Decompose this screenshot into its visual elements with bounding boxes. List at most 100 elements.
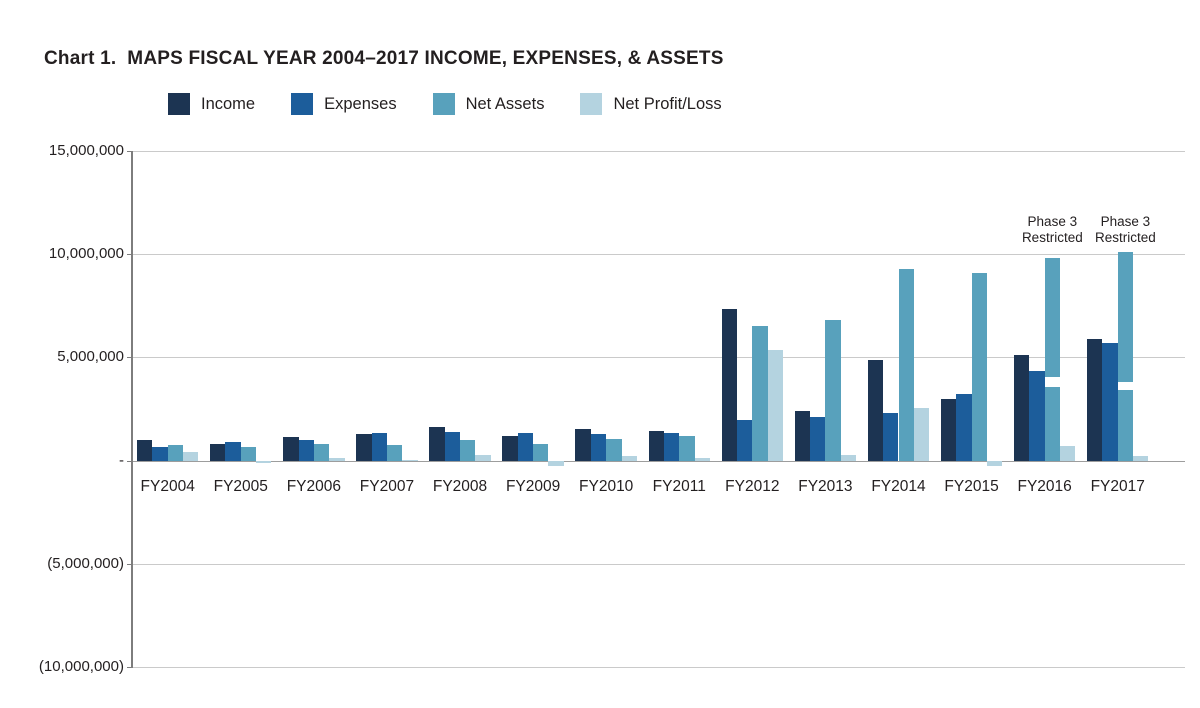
bar-income-fy2005 <box>210 443 226 461</box>
legend-item-income: Income <box>168 93 255 115</box>
y-axis-label: 10,000,000 <box>48 245 124 263</box>
y-axis-label: 15,000,000 <box>48 142 124 159</box>
x-axis-label: FY2017 <box>1090 478 1145 495</box>
x-axis-label: FY2008 <box>432 478 488 495</box>
legend-label-net-profit-loss: Net Profit/Loss <box>613 94 722 113</box>
bar-expenses-fy2015 <box>956 393 972 461</box>
bar-net-profit-loss-fy2005 <box>256 460 272 463</box>
bar-income-fy2016 <box>1013 355 1030 461</box>
bar-net-assets-fy2004 <box>167 445 184 461</box>
bar-income-fy2012 <box>721 308 737 461</box>
income-swatch <box>168 93 190 115</box>
bar-net-profit-loss-fy2011 <box>694 457 710 461</box>
bar-income-fy2010 <box>575 428 591 461</box>
y-axis-tick <box>127 460 133 462</box>
y-axis-tick <box>127 151 133 152</box>
y-axis-tick <box>127 357 133 359</box>
restricted-divider-fy2016 <box>1044 377 1060 388</box>
y-axis-label: - <box>119 451 124 469</box>
bar-net-assets-fy2013 <box>825 320 841 461</box>
restricted-divider-fy2017 <box>1117 382 1134 391</box>
bar-net-profit-loss-fy2006 <box>329 457 345 461</box>
bar-expenses-fy2010 <box>590 433 607 461</box>
x-axis-label: FY2016 <box>1017 478 1072 495</box>
y-axis-tick <box>127 667 133 668</box>
bar-expenses-fy2016 <box>1029 370 1045 461</box>
net-assets-swatch <box>432 93 455 115</box>
bar-income-fy2013 <box>794 411 811 461</box>
bar-net-profit-loss-fy2007 <box>402 459 418 461</box>
legend: Income Expenses Net Assets Net Profit/Lo… <box>168 93 722 115</box>
chart-title: Chart 1. MAPS FISCAL YEAR 2004–2017 INCO… <box>44 48 724 69</box>
bar-net-profit-loss-fy2015 <box>986 460 1003 467</box>
bar-net-profit-loss-fy2016 <box>1060 446 1076 461</box>
gridline <box>133 357 1185 359</box>
x-axis-label: FY2013 <box>798 478 853 495</box>
bar-net-profit-loss-fy2004 <box>183 452 199 461</box>
bar-expenses-fy2004 <box>152 447 168 461</box>
plot-area: 15,000,000 10,000,000 5,000,000 - (5,000,000… <box>39 142 1185 675</box>
net-profit-loss-swatch <box>580 93 603 115</box>
bar-net-assets-fy2015 <box>971 272 987 461</box>
expenses-swatch <box>291 93 314 115</box>
bar-net-profit-loss-fy2008 <box>475 454 491 461</box>
bar-net-assets-fy2009 <box>533 443 549 461</box>
bar-net-assets-fy2010 <box>606 438 622 461</box>
x-axis-label: FY2012 <box>725 478 780 495</box>
y-axis-label: (10,000,000) <box>38 658 124 675</box>
bar-expenses-fy2008 <box>444 431 460 461</box>
legend-item-expenses: Expenses <box>291 93 397 115</box>
bar-income-fy2009 <box>502 435 518 461</box>
x-axis-label: FY2010 <box>579 478 634 495</box>
x-axis-label: FY2005 <box>213 478 268 495</box>
x-axis-label: FY2014 <box>871 478 926 495</box>
bar-net-assets-fy2005 <box>240 446 257 461</box>
bar-net-assets-fy2011 <box>679 436 695 461</box>
bar-expenses-fy2011 <box>663 433 680 461</box>
x-axis-label: FY2004 <box>140 478 195 495</box>
bar-net-assets-fy2007 <box>386 444 403 461</box>
gridline <box>133 151 1185 152</box>
gridline <box>133 563 1185 565</box>
gridline <box>133 254 1185 256</box>
bar-expenses-fy2007 <box>371 432 387 461</box>
bar-net-profit-loss-fy2014 <box>913 407 930 461</box>
gridline <box>133 460 1185 462</box>
legend-label-expenses: Expenses <box>324 94 397 113</box>
bar-net-profit-loss-fy2009 <box>548 460 564 466</box>
bar-income-fy2006 <box>283 436 299 461</box>
y-axis-label: (5,000,000) <box>47 554 124 572</box>
bar-expenses-fy2006 <box>298 439 314 461</box>
bar-expenses-fy2005 <box>225 442 241 461</box>
gridline <box>133 667 1185 668</box>
bar-income-fy2008 <box>429 426 445 461</box>
y-axis-tick <box>127 254 133 256</box>
bar-net-profit-loss-fy2013 <box>840 455 857 461</box>
bar-income-fy2011 <box>648 430 664 461</box>
x-axis-label: FY2006 <box>286 478 341 495</box>
bar-expenses-fy2009 <box>517 432 534 461</box>
legend-label-income: Income <box>201 94 256 113</box>
bar-net-assets-fy2016 <box>1044 258 1060 461</box>
bar-net-assets-fy2017 <box>1117 252 1134 461</box>
x-axis-label: FY2011 <box>652 478 706 495</box>
y-axis-tick <box>127 563 133 565</box>
bar-income-fy2004 <box>137 439 153 461</box>
bar-expenses-fy2012 <box>736 420 753 461</box>
bar-expenses-fy2014 <box>883 413 899 461</box>
y-axis-label: 5,000,000 <box>57 348 124 366</box>
bar-net-assets-fy2008 <box>460 439 476 461</box>
bar-net-assets-fy2012 <box>752 326 768 461</box>
bar-net-profit-loss-fy2017 <box>1133 456 1149 461</box>
bar-net-assets-fy2014 <box>898 268 914 461</box>
x-axis-label: FY2007 <box>359 478 415 495</box>
bar-expenses-fy2013 <box>810 417 826 461</box>
legend-label-net-assets: Net Assets <box>465 94 545 113</box>
x-axis-label: FY2015 <box>944 478 999 495</box>
y-axis-line <box>131 151 133 668</box>
bar-net-profit-loss-fy2012 <box>767 350 784 461</box>
bar-income-fy2015 <box>940 398 957 461</box>
bar-net-profit-loss-fy2010 <box>621 456 637 461</box>
legend-item-net-profit-loss: Net Profit/Loss <box>580 93 722 115</box>
